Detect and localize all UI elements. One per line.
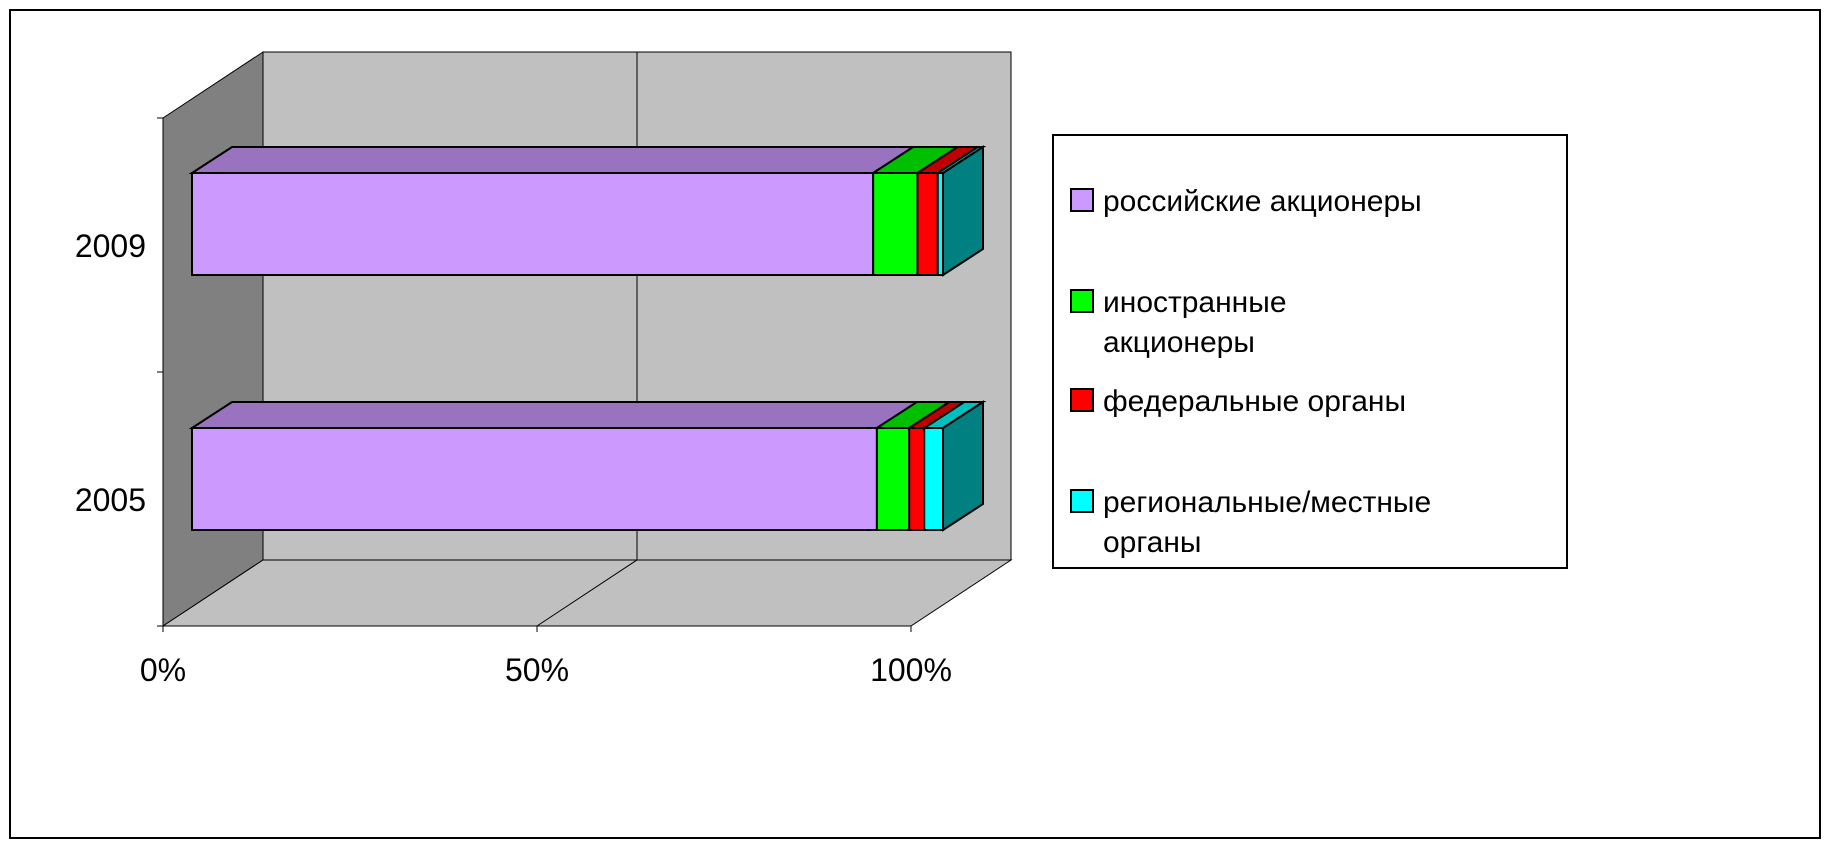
legend-label-foreign-line1: иностранные xyxy=(1103,286,1287,319)
bar-2005-end-cap xyxy=(942,400,984,532)
bar-group-2009 xyxy=(188,145,987,277)
gridline-50-floor xyxy=(536,559,638,627)
legend-box xyxy=(1052,134,1568,569)
legend-swatch-regional xyxy=(1070,489,1094,513)
x-tick-label-50: 50% xyxy=(505,652,569,688)
bar-2009-series-0-top xyxy=(188,146,917,174)
legend-swatch-federal xyxy=(1070,388,1094,412)
legend-label-foreign-line2: акционеры xyxy=(1103,326,1255,359)
legend-swatch-foreign xyxy=(1070,289,1094,313)
bar-2009-series-1 xyxy=(872,172,919,276)
bar-2005-series-0 xyxy=(191,427,878,531)
bar-2009-series-0 xyxy=(191,172,875,276)
axis-ticks xyxy=(157,117,912,632)
bar-2005-series-0-top xyxy=(188,401,921,429)
category-label-2005: 2005 xyxy=(75,482,146,518)
x-tick-label-0: 0% xyxy=(140,652,186,688)
bar-2005-series-2 xyxy=(908,427,926,531)
bar-2009-end-cap xyxy=(942,145,984,277)
bar-2009-series-2 xyxy=(916,172,939,276)
legend-label-russian: российские акционеры xyxy=(1103,185,1422,218)
category-label-2009: 2009 xyxy=(75,228,146,264)
bar-2005-series-1 xyxy=(875,427,911,531)
side-wall xyxy=(162,51,264,627)
legend-label-regional-line1: региональные/местные xyxy=(1103,486,1431,519)
legend-label-federal: федеральные органы xyxy=(1103,385,1406,418)
bar-2005-series-3 xyxy=(923,427,944,531)
legend: российские акционеры иностранные акционе… xyxy=(1052,134,1568,569)
x-tick-label-100: 100% xyxy=(870,652,952,688)
legend-label-regional-line2: органы xyxy=(1103,526,1201,559)
bar-group-2005 xyxy=(188,400,987,532)
bars xyxy=(188,145,987,532)
legend-swatch-russian xyxy=(1070,188,1094,212)
